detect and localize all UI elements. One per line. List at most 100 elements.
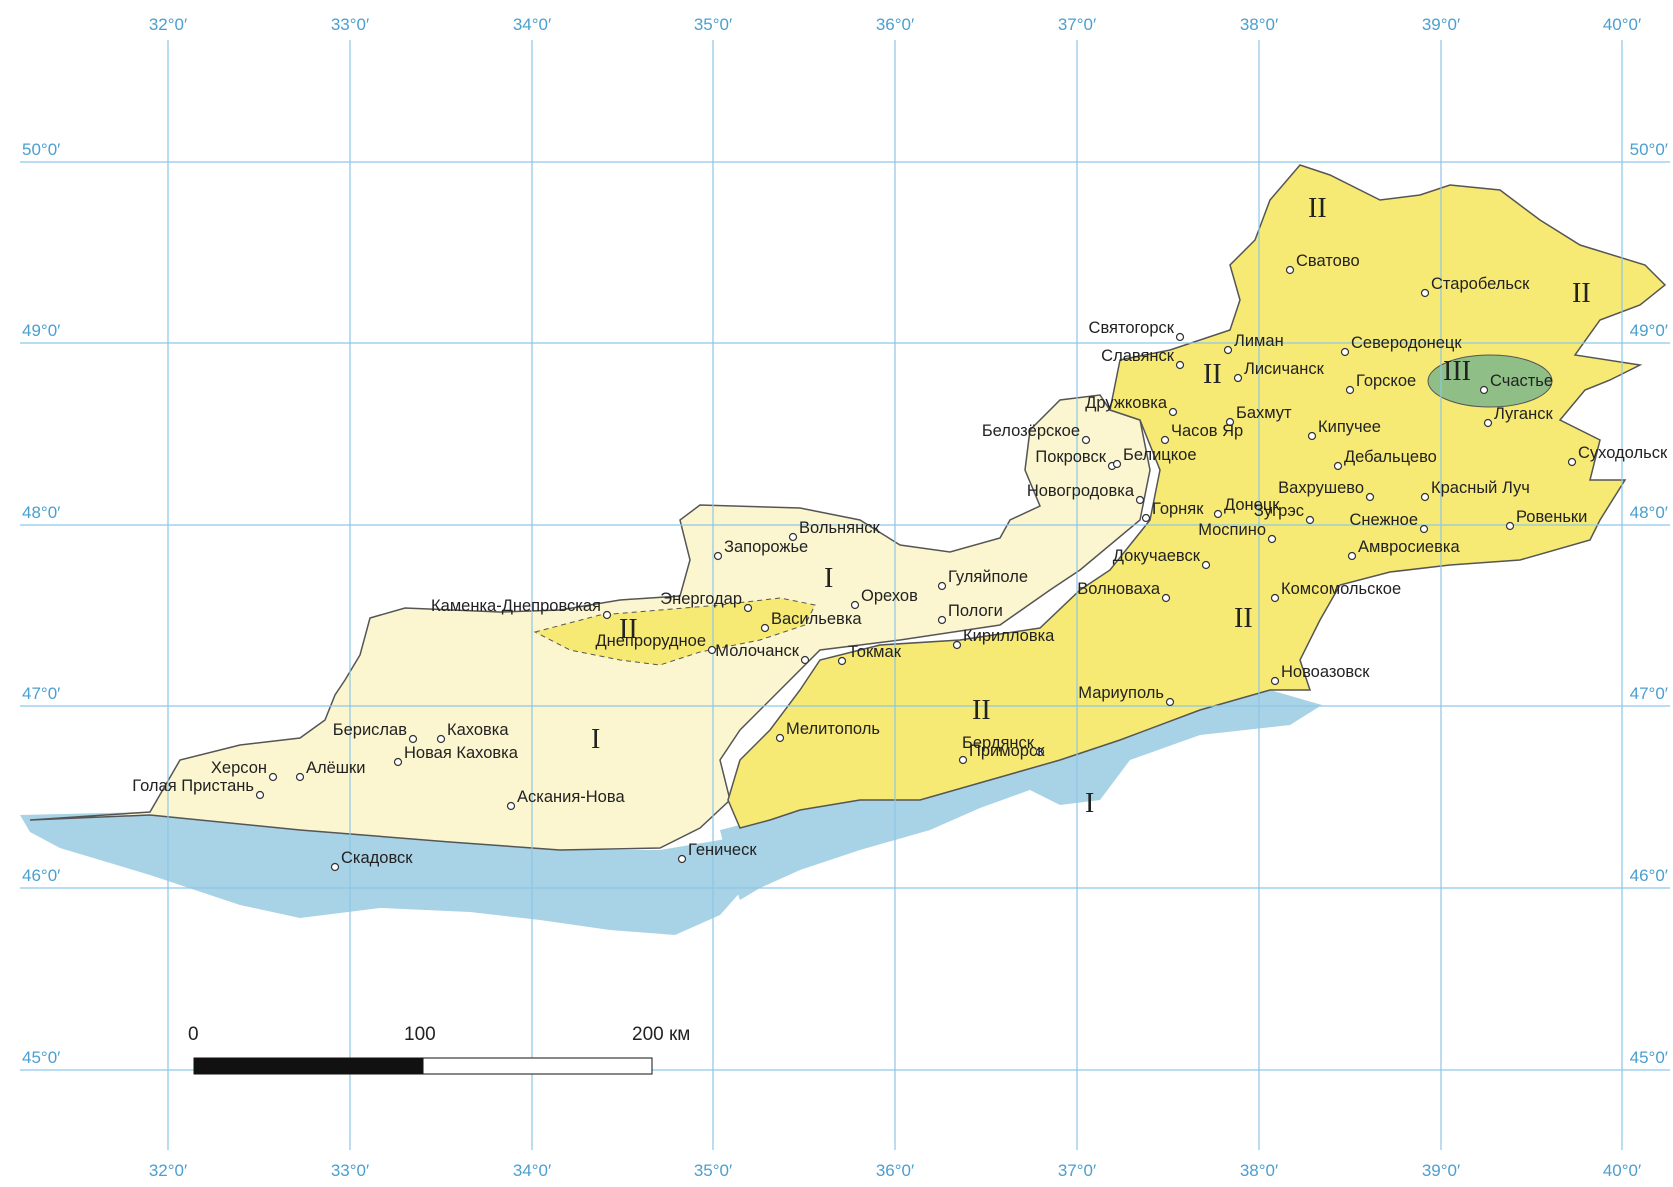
city-marker: Ровеньки [1505, 508, 1587, 531]
city-label: Каменка-Днепровская [431, 597, 601, 615]
city-dot [1420, 492, 1430, 502]
city-dot [743, 603, 753, 613]
city-dot [707, 645, 717, 655]
city-dot [1307, 431, 1317, 441]
city-label: Горняк [1152, 500, 1204, 518]
latitude-labels-left: 50°0′ 49°0′ 48°0′ 47°0′ 46°0′ 45°0′ [22, 140, 60, 1067]
city-marker: Часов Яр [1160, 422, 1243, 445]
city-label: Энергодар [660, 590, 742, 608]
coordinate-grid [20, 40, 1670, 1150]
lat-label: 49°0′ [22, 321, 60, 340]
city-dot [1505, 521, 1515, 531]
city-marker: Аскания-Нова [506, 788, 625, 811]
city-marker: Славянск [1101, 347, 1185, 370]
city-label: Ровеньки [1516, 508, 1587, 526]
city-label: Мариуполь [1078, 684, 1164, 702]
lon-label: 35°0′ [694, 15, 732, 34]
city-marker: Белицкое [1112, 446, 1197, 469]
zone-label: II [1234, 603, 1253, 634]
city-dot [1340, 347, 1350, 357]
city-marker: Суходольск [1567, 444, 1668, 467]
city-label: Горское [1356, 372, 1416, 390]
lon-label: 39°0′ [1422, 1161, 1460, 1180]
city-label: Белицкое [1123, 446, 1197, 464]
city-dot [268, 772, 278, 782]
city-label: Скадовск [341, 849, 413, 867]
city-marker: Геническ [677, 841, 757, 864]
city-dot [1567, 457, 1577, 467]
lon-label: 37°0′ [1058, 15, 1096, 34]
city-label: Волноваха [1077, 580, 1161, 598]
city-label: Кипучее [1318, 418, 1381, 436]
city-marker: Старобельск [1420, 275, 1530, 298]
zone-label: II [1308, 193, 1327, 224]
city-label: Голая Пристань [132, 777, 254, 795]
city-marker: Скадовск [330, 849, 413, 872]
city-marker: Алёшки [295, 759, 365, 782]
city-label: Амвросиевка [1358, 538, 1460, 556]
zone-label: II [619, 614, 638, 645]
city-marker: Вольнянск [788, 519, 880, 542]
city-dot [1213, 509, 1223, 519]
city-dot [330, 862, 340, 872]
city-marker: Моспино [1198, 521, 1277, 544]
lon-label: 34°0′ [513, 1161, 551, 1180]
cities-layer: Сватово Старобельск Святогорск Лиман Северод… [132, 252, 1668, 872]
city-dot [788, 532, 798, 542]
city-dot [937, 615, 947, 625]
city-label: Мелитополь [786, 720, 880, 738]
city-dot [1168, 407, 1178, 417]
scale-label-start: 0 [188, 1024, 199, 1045]
city-label: Часов Яр [1171, 422, 1243, 440]
city-dot [1081, 435, 1091, 445]
city-dot [937, 581, 947, 591]
city-dot [1267, 534, 1277, 544]
city-dot [775, 733, 785, 743]
lon-label: 37°0′ [1058, 1161, 1096, 1180]
city-dot [1270, 676, 1280, 686]
city-marker: Каховка [436, 721, 509, 744]
city-marker: Токмак [837, 643, 902, 666]
lon-label: 36°0′ [876, 1161, 914, 1180]
zone-label: III [1443, 356, 1471, 387]
city-dot [506, 801, 516, 811]
city-label: Белозёрское [982, 422, 1080, 440]
scale-label-end: 200 км [632, 1024, 690, 1045]
city-dot [1160, 435, 1170, 445]
city-marker: Орехов [850, 587, 918, 610]
scale-label-mid: 100 [404, 1024, 436, 1045]
city-marker: Бахмут [1225, 404, 1292, 427]
lat-label: 48°0′ [1630, 503, 1668, 522]
city-dot [1479, 385, 1489, 395]
city-dot [1175, 332, 1185, 342]
city-dot [1483, 418, 1493, 428]
city-dot [602, 610, 612, 620]
city-marker: Дружковка [1085, 394, 1178, 417]
lon-label: 33°0′ [331, 15, 369, 34]
city-marker: Горняк [1141, 500, 1204, 523]
city-label: Счастье [1490, 372, 1553, 390]
city-dot [952, 640, 962, 650]
city-label: Старобельск [1431, 275, 1530, 293]
zone-label: II [1203, 359, 1222, 390]
city-marker: Кипучее [1307, 418, 1381, 441]
city-marker: Зугрэс [1254, 502, 1315, 525]
city-label: Дружковка [1085, 394, 1168, 412]
zone-label: II [1572, 278, 1591, 309]
city-marker: Приморск [958, 742, 1045, 765]
city-label: Комсомольское [1281, 580, 1401, 598]
lat-label: 46°0′ [22, 866, 60, 885]
lon-label: 36°0′ [876, 15, 914, 34]
city-marker: Волноваха [1077, 580, 1171, 603]
city-marker: Святогорск [1089, 319, 1185, 342]
city-label: Новогродовка [1027, 482, 1135, 500]
scale-bar-black-segment [193, 1057, 424, 1075]
city-marker: Красный Луч [1420, 479, 1530, 502]
city-label: Бердянск [962, 734, 1035, 752]
city-label: Алёшки [306, 759, 365, 777]
city-label: Вахрушево [1278, 479, 1364, 497]
city-label: Васильевка [771, 610, 862, 628]
black-sea-area [20, 812, 780, 935]
city-label: Гуляйполе [948, 568, 1028, 586]
zone-2-east [727, 164, 1667, 829]
